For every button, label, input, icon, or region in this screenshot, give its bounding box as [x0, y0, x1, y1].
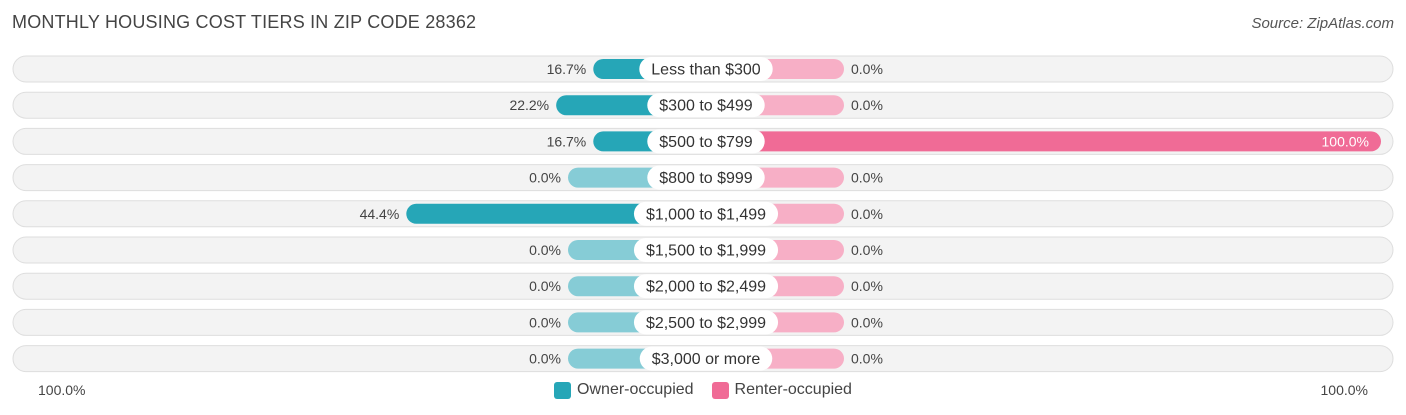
category-label-pill [647, 93, 765, 118]
value-label-owner: 0.0% [529, 242, 561, 258]
value-label-renter: 0.0% [851, 314, 883, 330]
category-label-pill [639, 346, 773, 371]
category-label-pill [633, 274, 779, 299]
legend-swatch-owner [554, 381, 572, 399]
source-credit: Source: ZipAtlas.com [1251, 15, 1394, 32]
value-label-renter: 0.0% [851, 61, 883, 77]
value-label-renter: 0.0% [851, 97, 883, 113]
category-label: $500 to $799 [659, 134, 753, 151]
category-label-pill [633, 310, 779, 335]
value-label-owner: 0.0% [529, 314, 561, 330]
value-label-owner: 0.0% [529, 278, 561, 294]
value-label-owner: 0.0% [529, 170, 561, 186]
category-label: $1,500 to $1,999 [646, 243, 766, 260]
legend-item-owner[interactable]: Owner-occupied [554, 381, 694, 399]
category-label: $3,000 or more [652, 351, 761, 368]
value-label-renter: 0.0% [851, 351, 883, 367]
category-label-pill [633, 238, 779, 262]
value-label-renter: 0.0% [851, 206, 883, 222]
chart-title: MONTHLY HOUSING COST TIERS IN ZIP CODE 2… [12, 12, 477, 32]
value-label-renter: 100.0% [1322, 133, 1369, 149]
value-label-owner: 0.0% [529, 351, 561, 367]
category-label: $1,000 to $1,499 [646, 206, 766, 223]
category-label: $300 to $499 [659, 98, 753, 115]
legend-label-renter: Renter-occupied [734, 381, 852, 398]
diverging-bar-chart: Less than $300 16.7% 0.0% $300 to $499 22.2%… [12, 55, 1394, 373]
value-label-renter: 0.0% [851, 278, 883, 294]
bar-owner [406, 203, 706, 224]
category-label-pill [647, 165, 765, 190]
value-label-owner: 22.2% [509, 97, 549, 113]
value-label-renter: 0.0% [851, 242, 883, 258]
value-label-renter: 0.0% [851, 170, 883, 186]
value-label-owner: 16.7% [547, 133, 587, 149]
legend-item-renter[interactable]: Renter-occupied [711, 381, 852, 399]
category-label: $2,000 to $2,499 [646, 279, 766, 296]
legend-label-owner: Owner-occupied [577, 381, 694, 398]
axis-left-label: 100.0% [38, 382, 86, 398]
category-label: Less than $300 [651, 62, 761, 79]
legend-swatch-renter [711, 381, 729, 399]
category-label-pill [647, 129, 765, 154]
category-label-pill [639, 57, 773, 81]
value-label-owner: 16.7% [547, 61, 587, 77]
value-label-owner: 44.4% [360, 206, 400, 222]
category-label: $800 to $999 [659, 170, 753, 187]
axis-right-label: 100.0% [1320, 382, 1368, 398]
legend: Owner-occupied Renter-occupied [0, 381, 1406, 399]
category-label: $2,500 to $2,999 [646, 315, 766, 332]
bar-renter [706, 131, 1381, 152]
category-label-pill [633, 201, 779, 226]
